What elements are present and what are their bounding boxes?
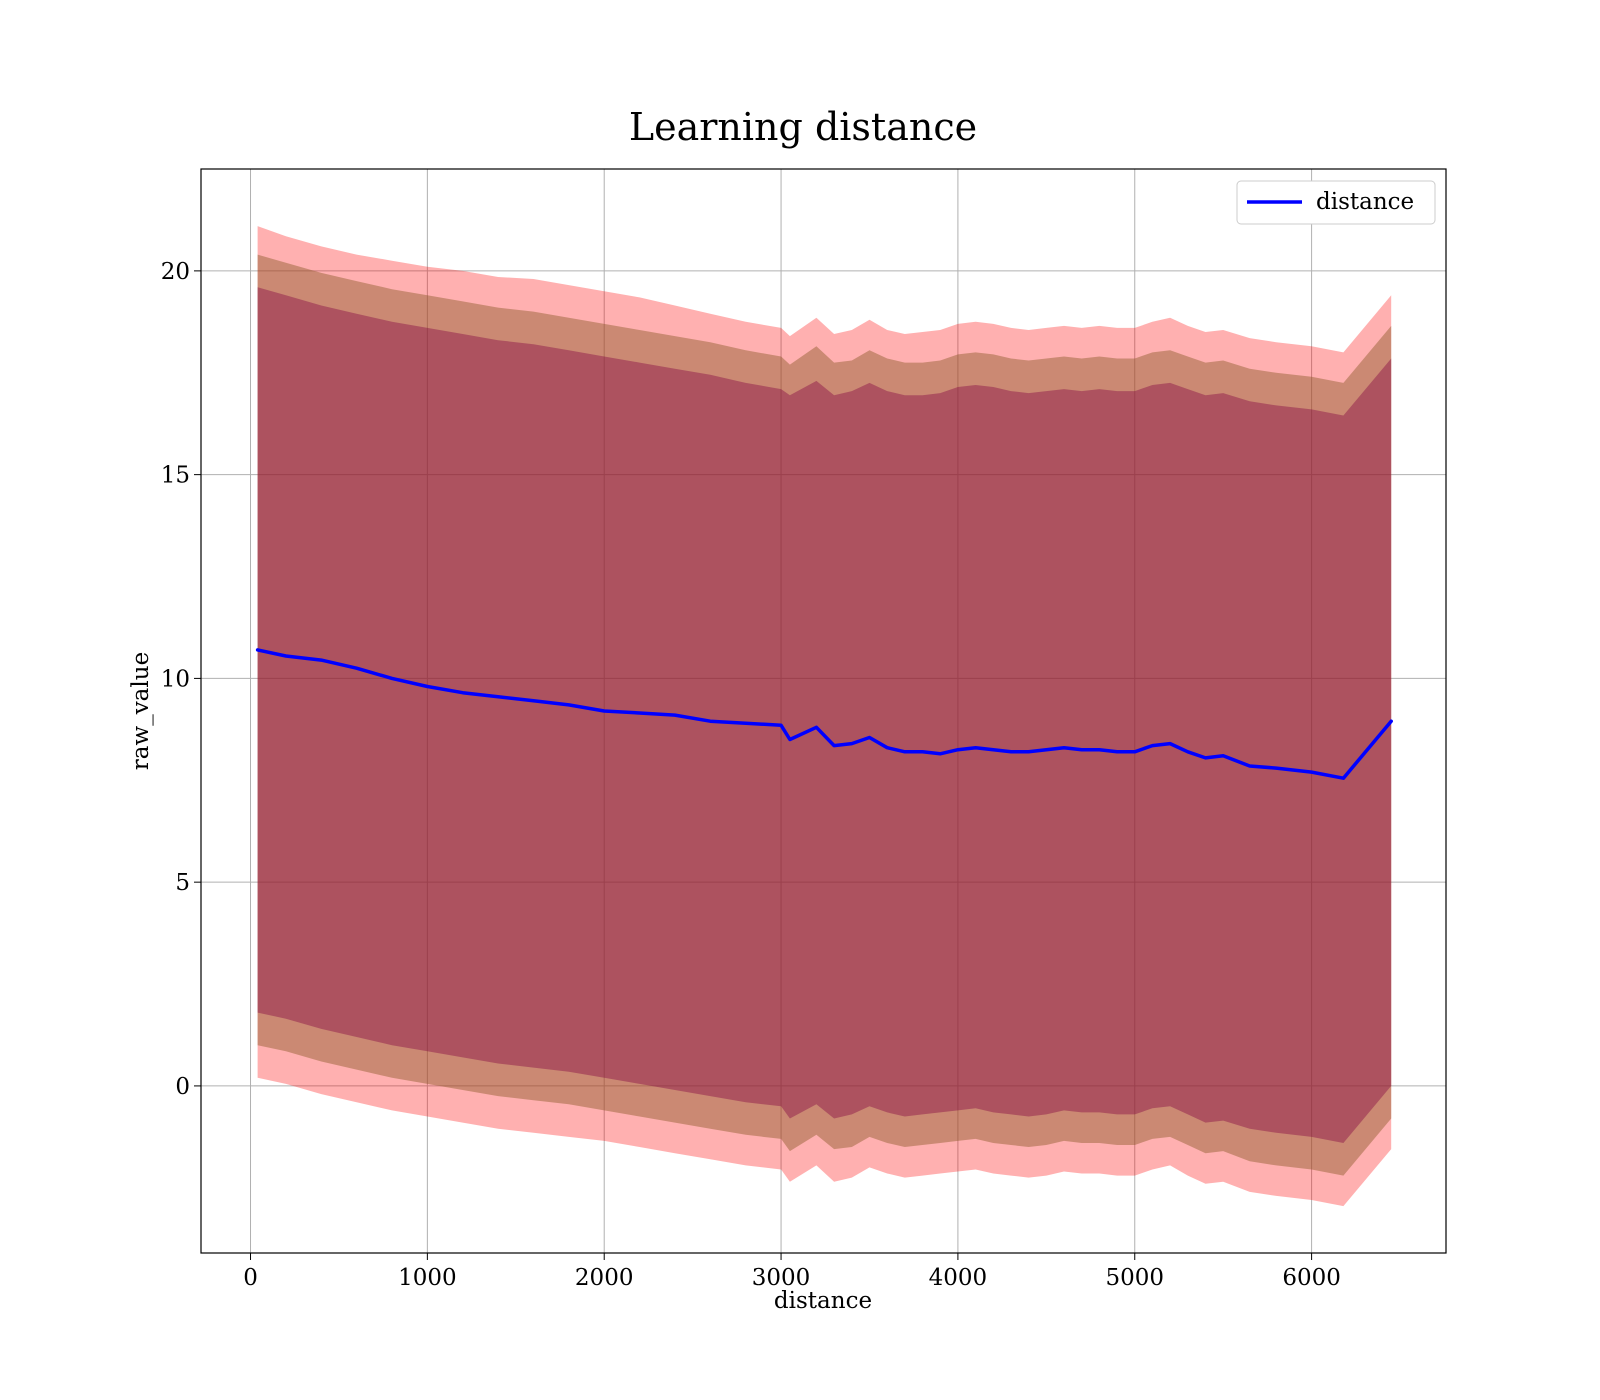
y-tick-label: 15 — [161, 463, 190, 489]
x-tick-label: 6000 — [1282, 1265, 1341, 1291]
x-tick-label: 1000 — [398, 1265, 457, 1291]
outer-band — [257, 226, 1392, 1207]
inner-band — [257, 287, 1392, 1143]
y-axis-label: raw_value — [128, 652, 154, 770]
y-tick-label: 0 — [175, 1074, 190, 1100]
y-tick-label: 20 — [161, 259, 190, 285]
middle-band — [257, 254, 1392, 1176]
y-tick-label: 10 — [161, 666, 190, 692]
legend-label: distance — [1316, 189, 1414, 215]
legend: distance — [1236, 180, 1436, 225]
x-tick-label: 4000 — [929, 1265, 988, 1291]
plot-area — [201, 169, 1446, 1253]
plot-frame — [200, 168, 1447, 1254]
x-tick-label: 2000 — [575, 1265, 634, 1291]
series-line-distance — [255, 648, 1393, 780]
x-axis-label: distance — [774, 1288, 872, 1314]
confidence-bands — [257, 226, 1392, 1207]
y-tick-label: 5 — [175, 870, 190, 896]
x-tick-label: 5000 — [1105, 1265, 1164, 1291]
x-tick-label: 0 — [243, 1265, 258, 1291]
legend-box — [1236, 180, 1436, 225]
x-tick-label: 3000 — [752, 1265, 811, 1291]
series-lines — [255, 648, 1393, 780]
chart-title: Learning distance — [629, 105, 977, 149]
grid — [201, 169, 1446, 1253]
axis-ticks: 0 1000 2000 3000 4000 5000 6000 0 5 10 15 20 — [161, 259, 1341, 1291]
